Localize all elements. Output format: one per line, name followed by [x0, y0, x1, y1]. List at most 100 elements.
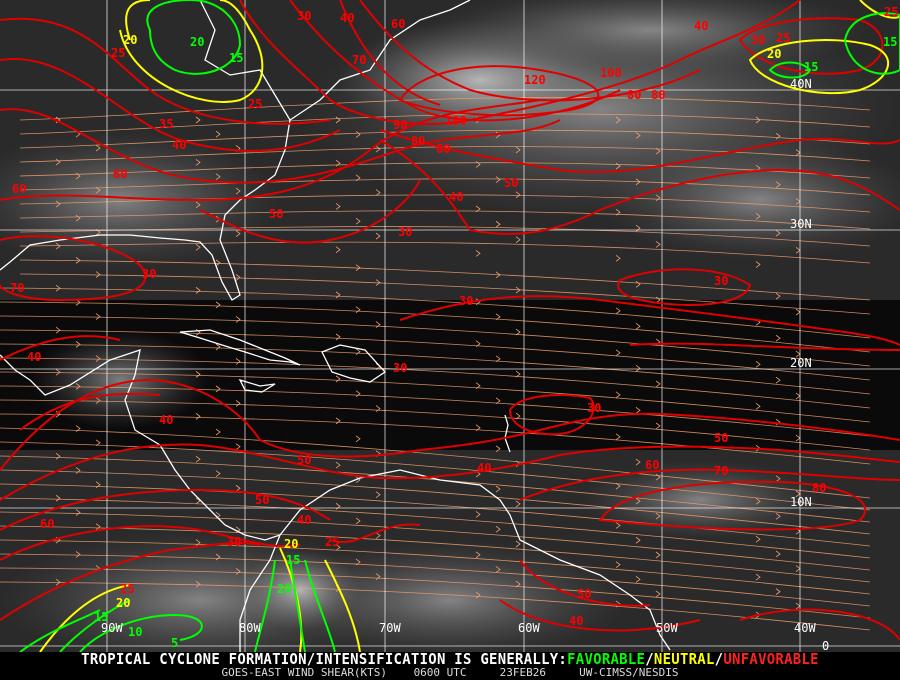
streamline-arrow — [755, 535, 761, 543]
streamline-arrow — [195, 371, 201, 378]
streamline-arrow — [755, 261, 761, 268]
streamline-arrow — [375, 145, 381, 153]
streamline-arrow — [55, 200, 61, 208]
product-info: GOES-EAST WIND SHEAR(KTS) 0600 UTC 23FEB… — [0, 667, 900, 679]
contour-value-label: 70 — [714, 464, 728, 478]
contour-value-label: 50 — [577, 587, 591, 601]
streamline-arrow — [615, 307, 621, 315]
streamline-arrow — [195, 539, 201, 546]
streamline-arrow — [775, 475, 781, 482]
streamline-arrow — [495, 485, 501, 493]
streamline — [0, 399, 871, 451]
streamline — [19, 259, 871, 301]
streamline — [0, 469, 871, 535]
streamlines — [0, 97, 871, 631]
streamline-arrow — [475, 424, 481, 432]
contour-value-label: 5 — [171, 636, 178, 650]
contour-value-label: 30 — [587, 401, 601, 415]
streamline-arrow — [775, 181, 781, 189]
streamline — [0, 567, 871, 619]
streamline-arrow — [355, 517, 361, 525]
streamline-arrow — [515, 328, 521, 336]
contour-value-label: 30 — [714, 274, 728, 288]
streamline-arrow — [775, 588, 781, 595]
streamline-arrow — [335, 291, 341, 299]
contour-value-label: 15 — [883, 35, 897, 49]
cloud-imagery — [0, 0, 900, 652]
streamline-arrow — [615, 522, 621, 529]
streamline-arrow — [95, 313, 101, 320]
streamline-arrow — [775, 512, 781, 520]
contour-value-label: 20 — [284, 537, 298, 551]
contour-value-label: 60 — [391, 17, 405, 31]
latitude-label: 20N — [790, 356, 812, 370]
streamline-arrow — [635, 132, 641, 139]
longitude-label: 70W — [379, 621, 401, 635]
streamline-arrow — [235, 400, 241, 407]
streamline-arrow — [195, 116, 201, 124]
contour-value-label: 60 — [645, 458, 659, 472]
contour-value-label: 80 — [411, 134, 425, 148]
contour-value-label: 70 — [10, 281, 24, 295]
streamline-arrow — [335, 203, 341, 210]
streamline-arrow — [635, 407, 641, 414]
streamline-arrow — [235, 568, 241, 575]
legend-neutral: NEUTRAL — [653, 650, 715, 668]
streamline-arrow — [475, 250, 481, 257]
streamline-arrow — [375, 573, 381, 580]
longitude-label: 90W — [101, 621, 123, 635]
streamline — [19, 113, 871, 135]
streamline-arrow — [95, 481, 101, 489]
streamline-arrow — [355, 217, 361, 225]
contour-value-label: 15 — [286, 553, 300, 567]
streamline-arrow — [635, 323, 641, 330]
streamline-arrow — [755, 361, 761, 368]
longitude-label: 50W — [656, 621, 678, 635]
streamline-arrow — [375, 405, 381, 412]
streamline-arrow — [75, 467, 81, 474]
streamline-arrow — [55, 242, 61, 250]
streamline-arrow — [215, 301, 221, 309]
streamline-arrow — [375, 532, 381, 539]
contour-value-label: 40 — [172, 138, 186, 152]
streamline — [0, 581, 871, 631]
axis-labels: 90W 80W 70W 60W 50W 40W 40N 30N 20N 10N 0 — [101, 77, 829, 652]
streamline-arrow — [515, 236, 521, 244]
streamline — [19, 162, 871, 179]
streamline-arrow — [75, 172, 81, 180]
contour-value-label: 15 — [804, 60, 818, 74]
streamline — [0, 427, 871, 499]
contour-value-label: 30 — [297, 9, 311, 23]
streamline-arrow — [475, 551, 481, 559]
streamline-arrow — [495, 566, 501, 573]
streamline-arrow — [495, 220, 501, 228]
streamline-arrow — [515, 286, 521, 294]
streamline-arrow — [55, 494, 61, 502]
streamline-arrow — [775, 229, 781, 237]
contour-value-label: 60 — [40, 517, 54, 531]
streamline-arrow — [215, 173, 221, 181]
streamline-arrow — [195, 159, 201, 166]
streamline-arrow — [75, 214, 81, 222]
streamline-arrow — [355, 348, 361, 356]
streamline-arrow — [635, 497, 641, 505]
streamline-arrow — [235, 316, 241, 323]
streamline-arrow — [235, 230, 241, 237]
contour-value-label: 50 — [255, 493, 269, 507]
streamline-arrow — [235, 443, 241, 450]
longitude-label: 60W — [518, 621, 540, 635]
streamline-arrow — [655, 512, 661, 520]
streamline-arrow — [755, 498, 761, 505]
streamline-arrow — [355, 306, 361, 314]
contour-value-label: 20 — [116, 596, 130, 610]
streamline-arrow — [95, 355, 101, 362]
streamline-arrow — [475, 382, 481, 390]
streamline-arrow — [335, 375, 341, 383]
streamline-arrow — [55, 368, 61, 376]
streamline-arrow — [195, 413, 201, 420]
contour-value-label: 100 — [600, 66, 622, 80]
streamline-arrow — [375, 279, 381, 286]
contour-value-label: 70 — [352, 53, 366, 67]
